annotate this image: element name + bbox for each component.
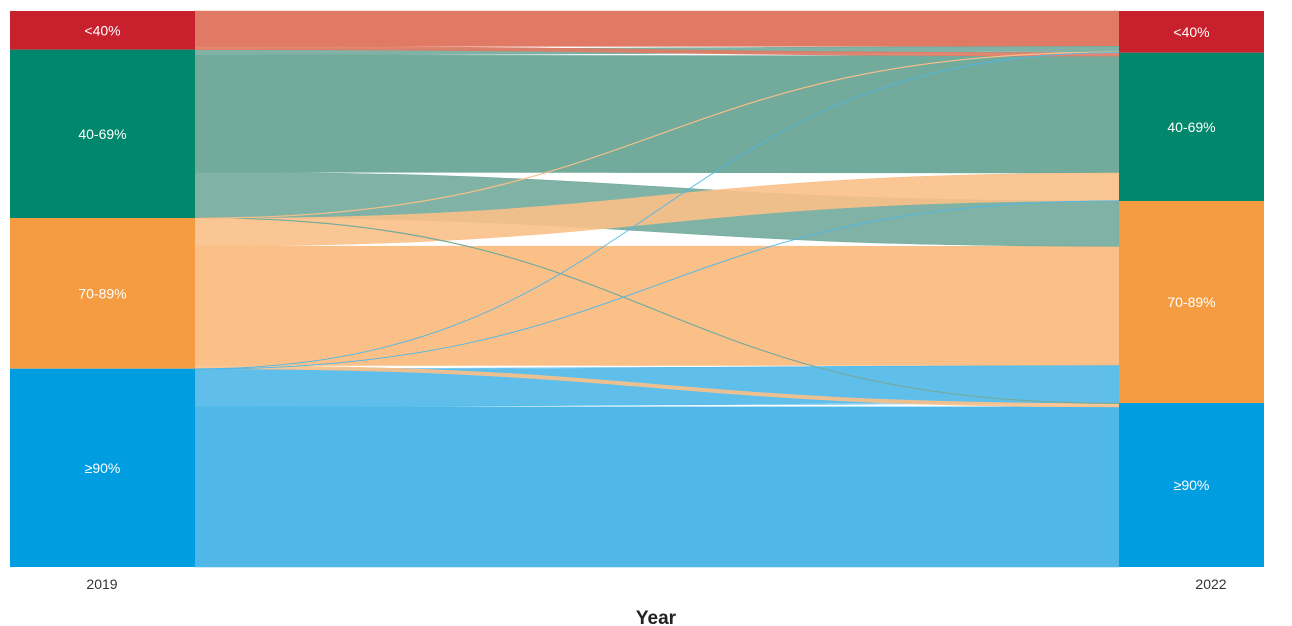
node-2022-70-89pct: [1119, 201, 1264, 404]
year-label-2019: 2019: [86, 576, 117, 592]
node-2022-40-69pct: [1119, 52, 1264, 202]
year-label-2022: 2022: [1195, 576, 1226, 592]
flow-40-69pct-to-40-69pct: [194, 54, 1120, 174]
node-2019-40-69pct: [10, 49, 195, 219]
node-label-2019-70-89pct: 70-89%: [78, 285, 126, 301]
node-label-2019-ge90pct: ≥90%: [85, 460, 121, 476]
flow-lt40pct-to-lt40pct: [194, 10, 1120, 47]
node-label-2022-70-89pct: 70-89%: [1167, 294, 1215, 310]
sankey-nodes: <40% <40% 40-69% 40-69% 70-89% 70-89% ≥90% ≥90%: [10, 11, 1264, 567]
node-2019-lt40pct: [10, 11, 195, 50]
node-2022-lt40pct: [1119, 11, 1264, 53]
node-2022-ge90pct: [1119, 403, 1264, 567]
node-label-2019-40-69pct: 40-69%: [78, 126, 126, 142]
sankey-links: [194, 10, 1120, 568]
flow-70-89pct-to-70-89pct: [194, 245, 1120, 366]
x-axis-title: Year: [636, 608, 677, 626]
node-label-2022-40-69pct: 40-69%: [1167, 119, 1215, 135]
node-2019-ge90pct: [10, 368, 195, 567]
node-2019-70-89pct: [10, 218, 195, 369]
flow-ge90pct-to-ge90pct: [194, 406, 1120, 568]
node-label-2022-ge90pct: ≥90%: [1174, 477, 1210, 493]
node-label-2019-lt40pct: <40%: [84, 22, 120, 38]
node-label-2022-lt40pct: <40%: [1173, 24, 1209, 40]
